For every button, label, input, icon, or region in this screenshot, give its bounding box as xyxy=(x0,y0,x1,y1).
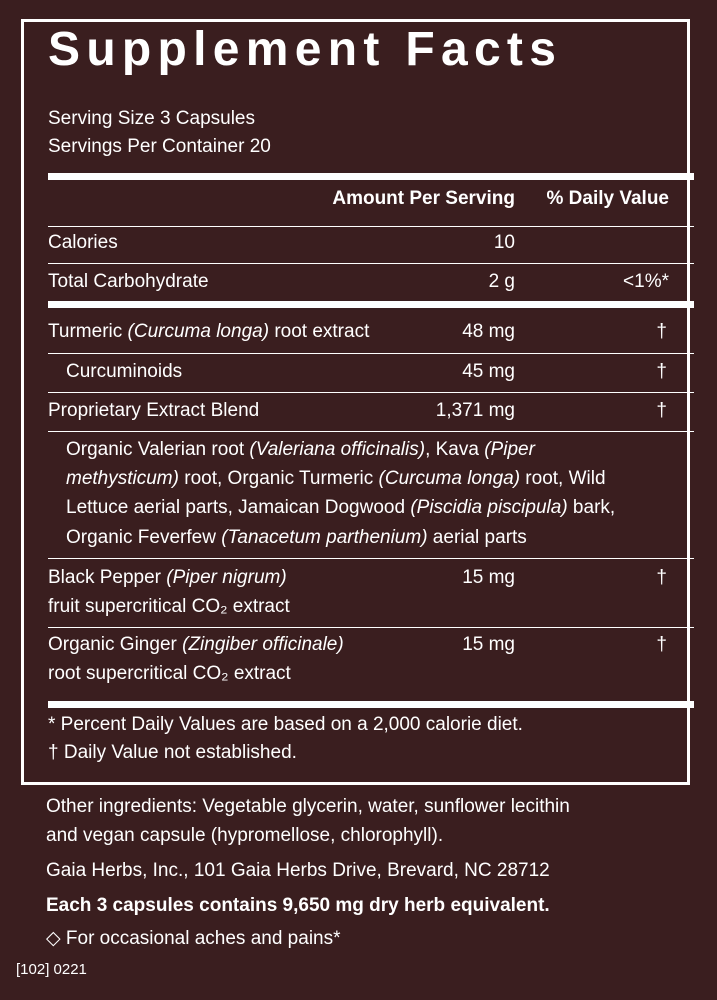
row-pepper-name-line2: fruit supercritical CO₂ extract xyxy=(48,596,290,617)
label-code: [102] 0221 xyxy=(16,961,87,978)
usage-claim: ◇ For occasional aches and pains* xyxy=(46,928,341,949)
blend-line: methysticum) root, Organic Turmeric (Cur… xyxy=(66,468,606,489)
row-turmeric-amount: 48 mg xyxy=(462,321,515,342)
blend-line: Lettuce aerial parts, Jamaican Dogwood (… xyxy=(66,497,616,518)
row-curcuminoids-amount: 45 mg xyxy=(462,361,515,382)
thick-divider xyxy=(48,301,694,308)
row-ginger-name-line2: root supercritical CO₂ extract xyxy=(48,663,291,684)
row-blend-name: Proprietary Extract Blend xyxy=(48,400,260,421)
row-carb-amount: 2 g xyxy=(488,271,515,292)
herb-equivalent-statement: Each 3 capsules contains 9,650 mg dry he… xyxy=(46,895,550,916)
row-calories-name: Calories xyxy=(48,232,118,253)
row-divider xyxy=(48,226,694,227)
row-pepper-amount: 15 mg xyxy=(462,567,515,588)
row-carb-dv: <1%* xyxy=(623,271,669,292)
thick-divider xyxy=(48,701,694,708)
row-divider xyxy=(48,353,694,354)
amount-header: Amount Per Serving xyxy=(332,188,515,209)
row-ginger-dv: † xyxy=(656,634,667,655)
panel-title: Supplement Facts xyxy=(48,23,563,76)
blend-line: Organic Valerian root (Valeriana officin… xyxy=(66,439,535,460)
supplement-facts-panel: Supplement Facts Serving Size 3 Capsules… xyxy=(21,19,694,785)
row-turmeric-name: Turmeric (Curcuma longa) root extract xyxy=(48,321,370,342)
row-calories-amount: 10 xyxy=(493,232,515,253)
footnote-daily-values: * Percent Daily Values are based on a 2,… xyxy=(48,714,523,735)
footnote-dagger: † Daily Value not established. xyxy=(48,742,297,763)
blend-line: Organic Feverfew (Tanacetum parthenium) … xyxy=(66,527,527,548)
serving-size: Serving Size 3 Capsules xyxy=(48,108,255,129)
row-carb-name: Total Carbohydrate xyxy=(48,271,209,292)
row-divider xyxy=(48,263,694,264)
row-divider xyxy=(48,392,694,393)
row-curcuminoids-name: Curcuminoids xyxy=(66,361,183,382)
servings-per-container: Servings Per Container 20 xyxy=(48,136,271,157)
thick-divider xyxy=(48,173,694,180)
row-divider xyxy=(48,627,694,628)
row-divider xyxy=(48,558,694,559)
row-ginger-amount: 15 mg xyxy=(462,634,515,655)
manufacturer-address: Gaia Herbs, Inc., 101 Gaia Herbs Drive, … xyxy=(46,860,550,881)
row-pepper-dv: † xyxy=(656,567,667,588)
daily-value-header: % Daily Value xyxy=(546,188,669,209)
row-divider xyxy=(48,431,694,432)
row-pepper-name: Black Pepper (Piper nigrum) xyxy=(48,567,287,588)
other-ingredients-line2: and vegan capsule (hypromellose, chlorop… xyxy=(46,825,444,846)
row-blend-amount: 1,371 mg xyxy=(435,400,515,421)
row-curcuminoids-dv: † xyxy=(656,361,667,382)
row-blend-dv: † xyxy=(656,400,667,421)
row-ginger-name: Organic Ginger (Zingiber officinale) xyxy=(48,634,344,655)
row-turmeric-dv: † xyxy=(656,321,667,342)
other-ingredients-line1: Other ingredients: Vegetable glycerin, w… xyxy=(46,796,570,817)
